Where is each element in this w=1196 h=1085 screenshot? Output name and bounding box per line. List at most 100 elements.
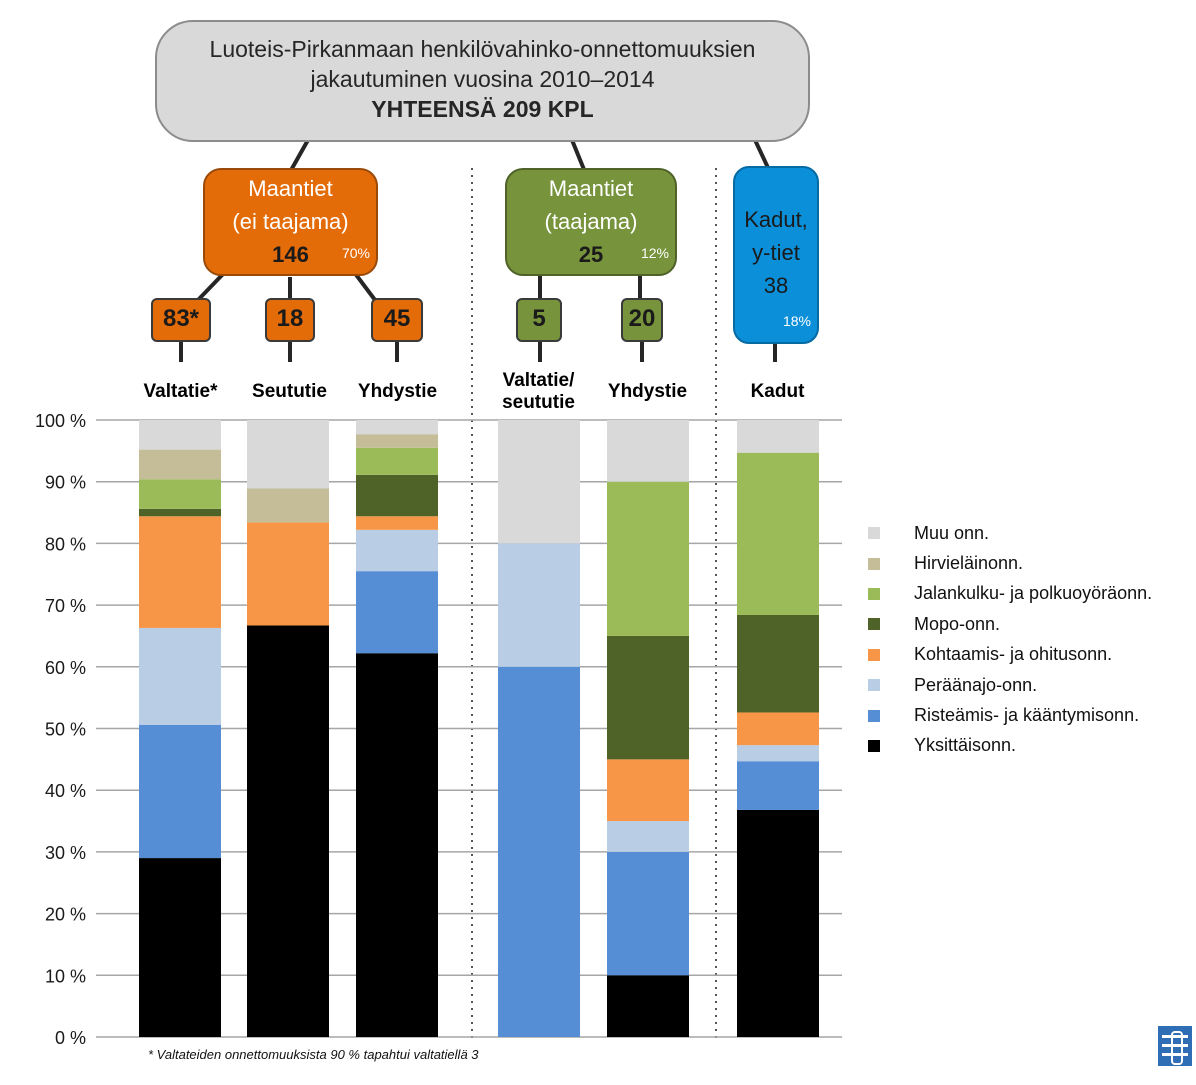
bar-segment: [607, 635, 689, 760]
bar-segment: [356, 653, 438, 1037]
bar-segment: [737, 761, 819, 810]
y-tick-label: 40 %: [45, 781, 86, 801]
legend-label: Muu onn.: [914, 522, 990, 543]
legend-swatch: [868, 648, 880, 661]
bar-segment: [139, 420, 221, 450]
bar-segment: [737, 712, 819, 746]
legend-label: Hirvieläinonn.: [914, 553, 1024, 574]
bar-segment: [139, 479, 221, 509]
bar-segment: [247, 488, 329, 523]
legend-item-kohtaamis: Kohtaamis- ja ohitusonn.: [868, 640, 1152, 670]
legend-label: Peräänajo-onn.: [914, 674, 1038, 695]
logo-icon: [1158, 1026, 1192, 1066]
legend-item-mopo: Mopo-onn.: [868, 609, 1152, 639]
bar-segment: [737, 420, 819, 453]
legend-item-yksittais: Yksittäisonn.: [868, 731, 1152, 761]
bar-segment: [356, 434, 438, 448]
group-dividers: [471, 168, 717, 1040]
bar-segment: [607, 975, 689, 1037]
bar-segment: [139, 508, 221, 517]
legend-item-peraanajo: Peräänajo-onn.: [868, 670, 1152, 700]
y-tick-label: 100 %: [35, 411, 86, 431]
bar-segment: [498, 666, 580, 1037]
bar-segment: [139, 627, 221, 725]
footnote: * Valtateiden onnettomuuksista 90 % tapa…: [148, 1047, 479, 1062]
y-tick-label: 60 %: [45, 658, 86, 678]
subgroup-box-yhdystie-taajama: 20: [621, 298, 663, 342]
bar-segment: [607, 759, 689, 822]
bar-segment: [356, 447, 438, 475]
title-bubble: Luoteis-Pirkanmaan henkilövahinko-onnett…: [155, 20, 810, 142]
bar-segment: [356, 571, 438, 654]
bar-segment: [356, 474, 438, 517]
y-tick-label: 50 %: [45, 720, 86, 740]
group-percent: 18%: [782, 313, 811, 329]
bar-segment: [356, 516, 438, 530]
category-label-yhdystie-2: Yhdystie: [607, 381, 688, 402]
legend-item-risteamis: Risteämis- ja kääntymisonn.: [868, 700, 1152, 730]
bar-segment: [607, 851, 689, 976]
y-axis-ticks: 0 % 10 % 20 % 30 % 40 % 50 % 60 % 70 % 80 % 90 % 1…: [35, 411, 86, 1048]
bar-segment: [356, 529, 438, 572]
category-label-valtatie: Valtatie*: [143, 381, 218, 402]
legend-label: Mopo-onn.: [914, 613, 1001, 634]
bar-segment: [607, 420, 689, 482]
title-line-2: jakautuminen vuosina 2010–2014: [310, 66, 655, 92]
legend-label: Kohtaamis- ja ohitusonn.: [914, 644, 1113, 665]
bar-segment: [356, 420, 438, 435]
bar-segment: [247, 522, 329, 626]
group-label-1: Kadut,: [744, 207, 808, 232]
legend-item-jalankulku: Jalankulku- ja polkuoyöräonn.: [868, 579, 1152, 609]
category-label-yhdystie: Yhdystie: [357, 381, 438, 402]
y-tick-label: 20 %: [45, 905, 86, 925]
bar-segment: [737, 614, 819, 713]
group-count: 25: [578, 242, 604, 267]
category-label-kadut: Kadut: [750, 381, 805, 402]
bar-segment: [139, 516, 221, 628]
legend-swatch: [868, 618, 880, 631]
legend-swatch: [868, 709, 880, 722]
group-box-maantiet-ei-taajama: Maantiet (ei taajama) 146 70%: [203, 168, 378, 276]
subgroup-box-valtatie-seututie: 5: [516, 298, 562, 342]
group-label-1: Maantiet: [548, 176, 634, 201]
legend-swatch: [868, 587, 880, 600]
y-tick-label: 10 %: [45, 966, 86, 986]
legend-swatch: [868, 557, 880, 570]
bar-segment: [737, 745, 819, 762]
legend-label: Jalankulku- ja polkuoyöräonn.: [914, 583, 1153, 604]
bar-segment: [607, 821, 689, 852]
bar-segment: [737, 452, 819, 615]
legend-swatch: [868, 739, 880, 752]
group-count: 38: [763, 273, 789, 298]
legend-item-muu: Muu onn.: [868, 518, 1152, 548]
subgroup-box-seututie: 18: [265, 298, 315, 342]
title-total: YHTEENSÄ 209 KPL: [371, 96, 594, 122]
bar-segment: [139, 449, 221, 480]
group-label-2: (ei taajama): [232, 209, 349, 234]
legend-label: Risteämis- ja kääntymisonn.: [914, 705, 1140, 726]
group-count: 146: [272, 242, 309, 267]
bar-segment: [139, 858, 221, 1037]
legend-swatch: [868, 527, 880, 540]
subgroup-box-yhdystie: 45: [371, 298, 423, 342]
bar-segment: [737, 809, 819, 1037]
group-box-kadut: Kadut, y-tiet 38 18%: [733, 166, 819, 344]
y-tick-label: 70 %: [45, 596, 86, 616]
y-tick-label: 80 %: [45, 534, 86, 554]
bar-segment: [498, 543, 580, 667]
title-line-1: Luoteis-Pirkanmaan henkilövahinko-onnett…: [209, 36, 756, 62]
legend: Muu onn. Hirvieläinonn. Jalankulku- ja p…: [868, 518, 1152, 761]
group-label-1: Maantiet: [248, 176, 333, 201]
subgroup-box-valtatie: 83*: [151, 298, 211, 342]
bar-segment: [607, 481, 689, 636]
y-tick-label: 90 %: [45, 473, 86, 493]
bars: [139, 420, 819, 1037]
group-percent: 12%: [640, 245, 669, 261]
group-box-maantiet-taajama: Maantiet (taajama) 25 12%: [505, 168, 677, 276]
tree-connectors: [179, 139, 777, 362]
category-label-valtatie-seututie: Valtatie/ seututie: [502, 370, 575, 413]
legend-swatch: [868, 679, 880, 692]
bar-segment: [498, 420, 580, 544]
legend-item-hirvi: Hirvieläinonn.: [868, 548, 1152, 578]
